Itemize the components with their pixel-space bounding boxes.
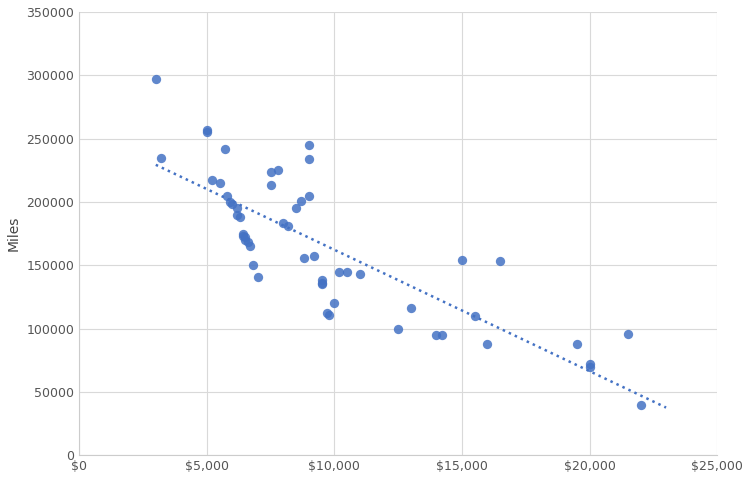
Point	[584, 363, 596, 371]
Point	[298, 254, 310, 262]
Point	[201, 126, 213, 133]
Point	[244, 242, 256, 250]
Point	[265, 168, 277, 175]
Point	[221, 192, 233, 199]
Point	[469, 312, 481, 320]
Y-axis label: Miles: Miles	[7, 216, 21, 251]
Point	[571, 340, 583, 348]
Point	[283, 222, 295, 230]
Point	[316, 280, 328, 288]
Point	[308, 252, 320, 260]
Point	[155, 154, 167, 161]
Point	[239, 234, 251, 241]
Point	[622, 330, 634, 337]
Point	[316, 276, 328, 284]
Point	[236, 230, 248, 238]
Point	[278, 219, 290, 227]
Point	[236, 232, 248, 240]
Point	[436, 331, 448, 339]
Point	[239, 236, 251, 244]
Point	[232, 204, 244, 212]
Point	[224, 198, 236, 206]
Point	[323, 311, 335, 318]
Point	[456, 256, 468, 264]
Point	[584, 360, 596, 368]
Point	[634, 401, 646, 408]
Point	[316, 279, 328, 287]
Point	[482, 340, 494, 348]
Point	[405, 304, 417, 312]
Point	[265, 181, 277, 189]
Point	[206, 177, 218, 184]
Point	[232, 211, 244, 218]
Point	[226, 201, 238, 208]
Point	[392, 324, 404, 332]
Point	[150, 75, 162, 83]
Point	[354, 270, 366, 278]
Point	[303, 192, 315, 199]
Point	[321, 310, 333, 317]
Point	[214, 179, 226, 187]
Point	[272, 167, 284, 174]
Point	[234, 213, 246, 221]
Point	[219, 145, 231, 153]
Point	[430, 331, 442, 339]
Point	[290, 204, 302, 212]
Point	[296, 197, 307, 204]
Point	[328, 300, 340, 307]
Point	[334, 268, 346, 276]
Point	[341, 268, 353, 276]
Point	[252, 273, 264, 280]
Point	[494, 258, 506, 265]
Point	[242, 239, 254, 246]
Point	[247, 262, 259, 269]
Point	[201, 129, 213, 136]
Point	[303, 155, 315, 163]
Point	[303, 141, 315, 149]
